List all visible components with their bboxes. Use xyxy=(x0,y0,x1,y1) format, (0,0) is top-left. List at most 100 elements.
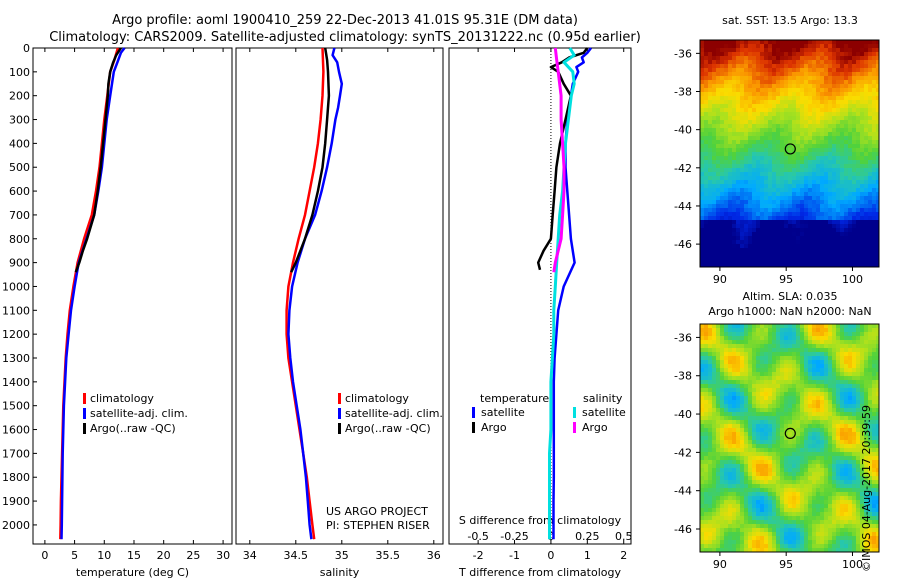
sst-cell xyxy=(700,240,705,245)
sst-cell xyxy=(804,48,809,53)
sst-cell xyxy=(768,232,773,237)
sla-cell xyxy=(724,440,729,445)
sst-cell xyxy=(820,60,825,65)
sst-cell xyxy=(816,152,821,157)
sst-cell xyxy=(748,56,753,61)
sst-cell xyxy=(752,64,757,69)
sla-cell xyxy=(700,328,705,333)
sla-cell xyxy=(724,400,729,405)
sst-cell xyxy=(868,132,873,137)
sla-cell xyxy=(748,448,753,453)
sst-cell xyxy=(724,196,729,201)
sla-cell xyxy=(780,516,785,521)
sst-cell xyxy=(724,252,729,257)
sla-cell xyxy=(864,412,869,417)
sla-cell xyxy=(744,340,749,345)
sst-cell xyxy=(776,220,781,225)
sla-cell xyxy=(800,424,805,429)
sst-cell xyxy=(808,260,813,265)
sst-cell xyxy=(716,100,721,105)
sst-cell xyxy=(836,124,841,129)
sla-cell xyxy=(832,444,837,449)
sst-cell xyxy=(840,112,845,117)
sst-cell xyxy=(740,236,745,241)
sst-cell xyxy=(848,148,853,153)
sla-cell xyxy=(808,328,813,333)
sst-cell xyxy=(760,88,765,93)
sst-cell xyxy=(720,176,725,181)
sst-cell xyxy=(704,52,709,57)
sst-cell xyxy=(824,112,829,117)
sla-cell xyxy=(748,480,753,485)
sst-cell xyxy=(836,188,841,193)
sst-cell xyxy=(868,136,873,141)
sst-cell xyxy=(700,68,705,73)
sla-cell xyxy=(860,324,865,329)
sst-cell xyxy=(848,40,853,45)
sla-cell xyxy=(724,352,729,357)
sla-cell xyxy=(840,356,845,361)
sla-cell xyxy=(832,484,837,489)
sla-cell xyxy=(800,472,805,477)
x-tick-label: 10 xyxy=(97,549,111,562)
sla-cell xyxy=(716,492,721,497)
sst-cell xyxy=(700,136,705,141)
sst-cell xyxy=(800,40,805,45)
sla-cell xyxy=(772,356,777,361)
sst-cell xyxy=(780,176,785,181)
sla-cell xyxy=(736,348,741,353)
sst-cell xyxy=(804,80,809,85)
x-axis-label: T difference from climatology xyxy=(458,566,621,579)
sst-cell xyxy=(756,232,761,237)
sst-cell xyxy=(756,248,761,253)
sla-cell xyxy=(756,464,761,469)
sla-cell xyxy=(876,380,879,385)
sla-cell xyxy=(860,384,865,389)
sla-cell xyxy=(744,424,749,429)
sla-cell xyxy=(824,448,829,453)
sst-cell xyxy=(724,68,729,73)
sst-cell xyxy=(864,220,869,225)
sst-cell xyxy=(844,184,849,189)
sst-cell xyxy=(828,152,833,157)
sst-cell xyxy=(708,208,713,213)
sst-cell xyxy=(724,64,729,69)
sla-cell xyxy=(836,492,841,497)
x-tick-label: 0 xyxy=(41,549,48,562)
sla-cell xyxy=(784,392,789,397)
sla-cell xyxy=(840,480,845,485)
sst-cell xyxy=(740,240,745,245)
sla-cell xyxy=(820,504,825,509)
sst-cell xyxy=(760,220,765,225)
sla-cell xyxy=(828,364,833,369)
sst-cell xyxy=(756,192,761,197)
sst-cell xyxy=(788,244,793,249)
sst-cell xyxy=(756,188,761,193)
sla-cell xyxy=(752,424,757,429)
x2-axis-label: S difference from climatology xyxy=(459,514,622,527)
sla-cell xyxy=(704,372,709,377)
sst-cell xyxy=(800,120,805,125)
sla-cell xyxy=(708,432,713,437)
sst-cell xyxy=(828,200,833,205)
sst-cell xyxy=(756,244,761,249)
sst-cell xyxy=(820,208,825,213)
sla-cell xyxy=(732,344,737,349)
sst-cell xyxy=(772,72,777,77)
y-tick-label: 0 xyxy=(23,42,30,55)
sst-cell xyxy=(708,192,713,197)
sst-cell xyxy=(788,148,793,153)
sst-cell xyxy=(764,256,769,261)
sla-cell xyxy=(808,500,813,505)
sla-cell xyxy=(868,488,873,493)
sla-cell xyxy=(832,344,837,349)
sla-cell xyxy=(708,480,713,485)
sla-cell xyxy=(748,488,753,493)
sla-cell xyxy=(704,404,709,409)
sst-cell xyxy=(724,204,729,209)
sla-cell xyxy=(740,408,745,413)
sla-cell xyxy=(732,424,737,429)
sla-cell xyxy=(712,328,717,333)
sst-cell xyxy=(768,264,773,267)
sst-cell xyxy=(820,152,825,157)
